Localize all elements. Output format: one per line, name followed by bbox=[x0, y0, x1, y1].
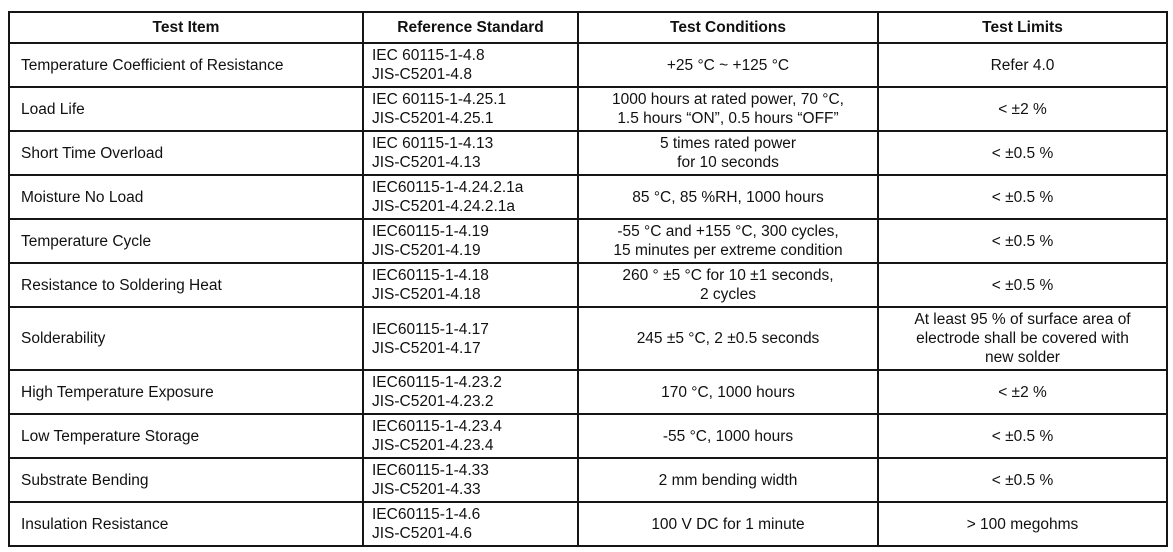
test-item-cell: Low Temperature Storage bbox=[8, 413, 364, 459]
reference-standard-cell: IEC60115-1-4.18 JIS-C5201-4.18 bbox=[362, 262, 579, 308]
reference-standard-cell: IEC 60115-1-4.25.1 JIS-C5201-4.25.1 bbox=[362, 86, 579, 132]
reference-standard-cell: IEC60115-1-4.19 JIS-C5201-4.19 bbox=[362, 218, 579, 264]
reference-standard-cell: IEC 60115-1-4.8 JIS-C5201-4.8 bbox=[362, 42, 579, 88]
test-conditions-cell: -55 °C and +155 °C, 300 cycles, 15 minute… bbox=[577, 218, 879, 264]
test-item-cell: Load Life bbox=[8, 86, 364, 132]
test-limits-cell: < ±0.5 % bbox=[877, 262, 1168, 308]
test-limits-cell: Refer 4.0 bbox=[877, 42, 1168, 88]
table-row: Moisture No Load IEC60115-1-4.24.2.1a JIS-… bbox=[8, 174, 1168, 220]
test-limits-cell: < ±0.5 % bbox=[877, 130, 1168, 176]
test-item-cell: Insulation Resistance bbox=[8, 501, 364, 547]
test-conditions-cell: -55 °C, 1000 hours bbox=[577, 413, 879, 459]
reference-standard-cell: IEC60115-1-4.23.2 JIS-C5201-4.23.2 bbox=[362, 369, 579, 415]
reference-standard-cell: IEC60115-1-4.23.4 JIS-C5201-4.23.4 bbox=[362, 413, 579, 459]
test-item-cell: Resistance to Soldering Heat bbox=[8, 262, 364, 308]
test-item-cell: High Temperature Exposure bbox=[8, 369, 364, 415]
table-row: High Temperature Exposure IEC60115-1-4.23… bbox=[8, 369, 1168, 415]
test-conditions-cell: 85 °C, 85 %RH, 1000 hours bbox=[577, 174, 879, 220]
test-limits-cell: > 100 megohms bbox=[877, 501, 1168, 547]
table-row: Resistance to Soldering Heat IEC60115-1-4… bbox=[8, 262, 1168, 308]
test-conditions-cell: +25 °C ~ +125 °C bbox=[577, 42, 879, 88]
table-row: Solderability IEC60115-1-4.17 JIS-C5201-4.… bbox=[8, 306, 1168, 371]
test-conditions-cell: 100 V DC for 1 minute bbox=[577, 501, 879, 547]
test-limits-cell: At least 95 % of surface area of electrod… bbox=[877, 306, 1168, 371]
test-conditions-cell: 245 ±5 °C, 2 ±0.5 seconds bbox=[577, 306, 879, 371]
test-item-cell: Temperature Coefficient of Resistance bbox=[8, 42, 364, 88]
table-row: Temperature Cycle IEC60115-1-4.19 JIS-C520… bbox=[8, 218, 1168, 264]
header-test-conditions: Test Conditions bbox=[577, 11, 879, 44]
reference-standard-cell: IEC60115-1-4.24.2.1a JIS-C5201-4.24.2.1a bbox=[362, 174, 579, 220]
reliability-test-table: Test Item Reference Standard Test Condit… bbox=[8, 11, 1168, 547]
test-item-cell: Substrate Bending bbox=[8, 457, 364, 503]
table-body: Temperature Coefficient of Resistance IEC… bbox=[8, 42, 1168, 547]
reference-standard-cell: IEC60115-1-4.33 JIS-C5201-4.33 bbox=[362, 457, 579, 503]
table-row: Short Time Overload IEC 60115-1-4.13 JIS-C… bbox=[8, 130, 1168, 176]
header-test-item: Test Item bbox=[8, 11, 364, 44]
test-limits-cell: < ±0.5 % bbox=[877, 457, 1168, 503]
table-header-row: Test Item Reference Standard Test Condit… bbox=[8, 11, 1168, 44]
test-limits-cell: < ±2 % bbox=[877, 369, 1168, 415]
reference-standard-cell: IEC 60115-1-4.13 JIS-C5201-4.13 bbox=[362, 130, 579, 176]
table-row: Temperature Coefficient of Resistance IEC… bbox=[8, 42, 1168, 88]
test-limits-cell: < ±0.5 % bbox=[877, 218, 1168, 264]
table-row: Substrate Bending IEC60115-1-4.33 JIS-C520… bbox=[8, 457, 1168, 503]
table-row: Low Temperature Storage IEC60115-1-4.23.4… bbox=[8, 413, 1168, 459]
table-row: Insulation Resistance IEC60115-1-4.6 JIS-C… bbox=[8, 501, 1168, 547]
header-reference-standard: Reference Standard bbox=[362, 11, 579, 44]
test-item-cell: Short Time Overload bbox=[8, 130, 364, 176]
test-conditions-cell: 260 ° ±5 °C for 10 ±1 seconds, 2 cycles bbox=[577, 262, 879, 308]
test-item-cell: Solderability bbox=[8, 306, 364, 371]
test-limits-cell: < ±2 % bbox=[877, 86, 1168, 132]
test-item-cell: Temperature Cycle bbox=[8, 218, 364, 264]
test-limits-cell: < ±0.5 % bbox=[877, 413, 1168, 459]
test-conditions-cell: 5 times rated power for 10 seconds bbox=[577, 130, 879, 176]
table-row: Load Life IEC 60115-1-4.25.1 JIS-C5201-4.2… bbox=[8, 86, 1168, 132]
reference-standard-cell: IEC60115-1-4.17 JIS-C5201-4.17 bbox=[362, 306, 579, 371]
header-test-limits: Test Limits bbox=[877, 11, 1168, 44]
test-conditions-cell: 1000 hours at rated power, 70 °C, 1.5 hou… bbox=[577, 86, 879, 132]
test-limits-cell: < ±0.5 % bbox=[877, 174, 1168, 220]
test-item-cell: Moisture No Load bbox=[8, 174, 364, 220]
reference-standard-cell: IEC60115-1-4.6 JIS-C5201-4.6 bbox=[362, 501, 579, 547]
test-conditions-cell: 170 °C, 1000 hours bbox=[577, 369, 879, 415]
test-conditions-cell: 2 mm bending width bbox=[577, 457, 879, 503]
